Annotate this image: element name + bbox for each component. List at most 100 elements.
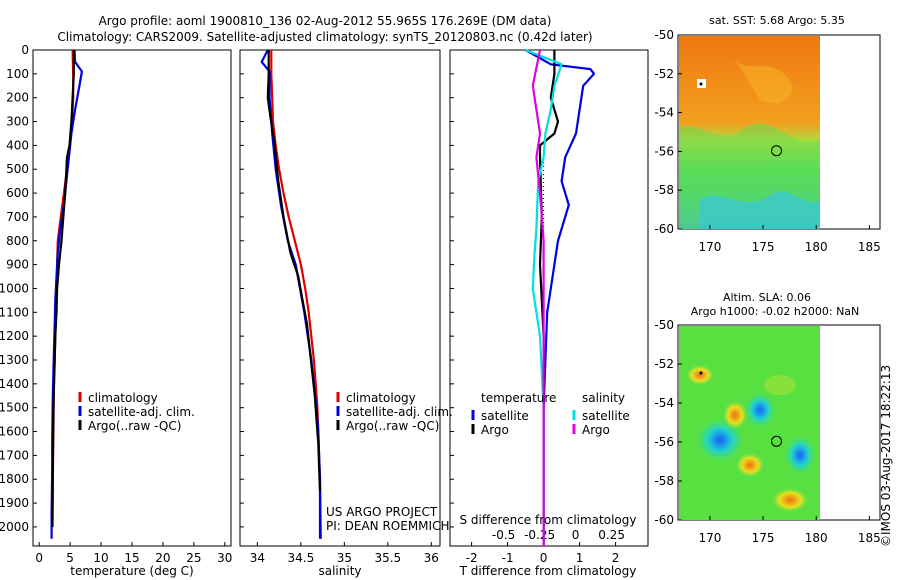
salinity-x-ticks: 34 34.5 35 35.5 36 xyxy=(240,49,439,565)
y-tick-label: 200 xyxy=(6,91,29,105)
x-tick-label: 25 xyxy=(186,551,201,565)
x-tick-label: 36 xyxy=(424,551,439,565)
legend-label: satellite xyxy=(481,409,529,423)
sla-y-ticks: -50 -52 -54 -56 -58 -60 xyxy=(654,318,682,527)
y-tick-label: 1700 xyxy=(0,448,29,462)
legend-heading: salinity xyxy=(582,391,625,405)
map-x-tick-label: 175 xyxy=(752,240,775,254)
y-tick-label: 100 xyxy=(6,67,29,81)
x-tick-label: -2 xyxy=(466,551,478,565)
s-tick-label: -0.25 xyxy=(524,528,555,542)
map-x-tick-label: 185 xyxy=(858,240,881,254)
temperature-x-ticks: 0 5 10 15 20 25 30 xyxy=(35,542,232,565)
y-tick-label: 1800 xyxy=(0,472,29,486)
map-y-tick-label: -56 xyxy=(654,435,674,449)
map-y-tick-label: -58 xyxy=(654,474,674,488)
sla-x-ticks: 170 175 180 185 xyxy=(698,516,881,545)
difference-panel: -2 -1 0 1 2 -0.5 -0.25 0 0.25 temperature salinit… xyxy=(449,48,649,578)
map-y-tick-label: -54 xyxy=(654,106,674,120)
project-line-2: PI: DEAN ROEMMICH xyxy=(326,519,449,533)
map-y-tick-label: -56 xyxy=(654,144,674,158)
s-tick-label: 0.25 xyxy=(598,528,625,542)
temperature-plot-frame xyxy=(32,49,232,547)
sst-y-ticks: -50 -52 -54 -56 -58 -60 xyxy=(654,28,682,236)
y-tick-label: 300 xyxy=(6,115,29,129)
legend-label: climatology xyxy=(88,391,158,405)
map-x-tick-label: 180 xyxy=(805,240,828,254)
y-tick-label: 1000 xyxy=(0,281,29,295)
sla-point-marker xyxy=(699,371,703,375)
map-y-tick-label: -50 xyxy=(654,318,674,332)
legend-label: Argo xyxy=(481,423,509,437)
y-tick-label: 900 xyxy=(6,258,29,272)
y-tick-label: 1600 xyxy=(0,425,29,439)
legend-label: satellite xyxy=(582,409,630,423)
y-tick-label: 600 xyxy=(6,186,29,200)
series-line xyxy=(266,50,322,492)
s-tick-label: -0.5 xyxy=(492,528,515,542)
map-y-tick-label: -54 xyxy=(654,396,674,410)
imos-watermark: ©IMOS 03-Aug-2017 18:22:13 xyxy=(879,365,893,547)
series-line xyxy=(531,49,545,546)
sla-map-panel: -50 -52 -54 -56 -58 -60 170 175 180 185 Altim. S… xyxy=(654,291,880,545)
legend-label: satellite-adj. clim. xyxy=(346,405,453,419)
sla-map-title-2: Argo h1000: -0.02 h2000: NaN xyxy=(691,305,860,318)
temperature-series xyxy=(50,49,84,539)
difference-plot-frame xyxy=(449,49,649,547)
legend-label: Argo xyxy=(582,423,610,437)
x-tick-label: 0 xyxy=(540,551,548,565)
project-line-1: US ARGO PROJECT xyxy=(326,505,438,519)
legend-label: climatology xyxy=(346,391,416,405)
x-tick-label: 34.5 xyxy=(288,551,315,565)
legend-heading: temperature xyxy=(481,391,556,405)
x-tick-label: 30 xyxy=(217,551,232,565)
sst-point-marker xyxy=(699,82,703,86)
map-y-tick-label: -60 xyxy=(654,513,674,527)
x-tick-label: 2 xyxy=(612,551,620,565)
temperature-panel: 0100200300400500600700800900100011001200… xyxy=(0,43,232,578)
s-tick-label: 0 xyxy=(572,528,580,542)
x-tick-label: -1 xyxy=(502,551,514,565)
y-tick-label: 1400 xyxy=(0,377,29,391)
y-tick-label: 0 xyxy=(21,43,29,57)
t-difference-label: T difference from climatology xyxy=(459,564,637,578)
salinity-panel: 34 34.5 35 35.5 36 climatologysatellite-adj.… xyxy=(239,49,453,578)
x-tick-label: 5 xyxy=(66,551,74,565)
y-tick-label: 700 xyxy=(6,210,29,224)
map-x-tick-label: 175 xyxy=(752,531,775,545)
y-tick-label: 400 xyxy=(6,138,29,152)
map-x-tick-label: 170 xyxy=(698,240,721,254)
y-tick-label: 2000 xyxy=(0,520,29,534)
x-tick-label: 15 xyxy=(124,551,139,565)
salinity-x-label: salinity xyxy=(318,564,361,578)
x-tick-label: 34 xyxy=(250,551,265,565)
y-tick-label: 1200 xyxy=(0,329,29,343)
series-line xyxy=(51,50,75,527)
y-tick-label: 800 xyxy=(6,234,29,248)
y-tick-label: 1300 xyxy=(0,353,29,367)
sst-map-panel: -50 -52 -54 -56 -58 -60 170 175 180 185 sat. SST… xyxy=(654,14,880,254)
sla-profile-marker xyxy=(771,435,782,447)
map-y-tick-label: -52 xyxy=(654,67,674,81)
sst-map-title: sat. SST: 5.68 Argo: 5.35 xyxy=(709,14,845,27)
title-line-1: Argo profile: aoml 1900810_136 02-Aug-20… xyxy=(98,14,552,28)
y-tick-label: 1100 xyxy=(0,305,29,319)
legend-label: Argo(..raw -QC) xyxy=(346,419,439,433)
map-x-tick-label: 170 xyxy=(698,531,721,545)
temperature-x-label: temperature (deg C) xyxy=(70,564,193,578)
map-x-tick-label: 185 xyxy=(858,531,881,545)
x-tick-label: 35.5 xyxy=(374,551,401,565)
map-y-tick-label: -58 xyxy=(654,183,674,197)
series-line xyxy=(270,50,322,539)
x-tick-label: 10 xyxy=(93,551,108,565)
map-y-tick-label: -52 xyxy=(654,357,674,371)
legend-label: Argo(..raw -QC) xyxy=(88,419,181,433)
difference-series xyxy=(525,48,596,546)
temperature-y-ticks: 0 100 200 300 400 500 600 700 800 900 1000 1100 1200… xyxy=(0,43,37,534)
x-tick-label: 20 xyxy=(155,551,170,565)
map-y-tick-label: -60 xyxy=(654,222,674,236)
